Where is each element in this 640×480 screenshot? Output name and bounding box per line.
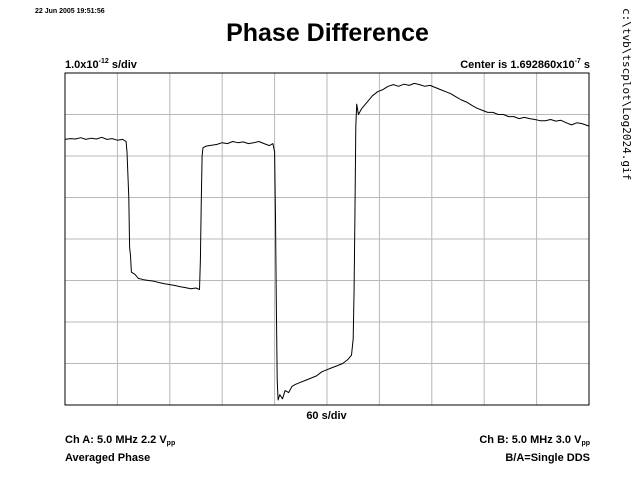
y-scale-label: 1.0x10-12 s/div bbox=[65, 58, 137, 71]
channel-a-line: Ch A: 5.0 MHz 2.2 Vpp bbox=[65, 433, 175, 451]
phase-series-line bbox=[64, 82, 590, 401]
channel-a-info: Ch A: 5.0 MHz 2.2 Vpp Averaged Phase bbox=[65, 433, 175, 465]
center-prefix: Center is 1.692860x10 bbox=[460, 59, 575, 71]
timestamp: 22 Jun 2005 19:51:56 bbox=[35, 8, 105, 15]
averaged-phase-label: Averaged Phase bbox=[65, 452, 151, 464]
chart-title: Phase Difference bbox=[226, 19, 429, 47]
ratio-label: B/A=Single DDS bbox=[505, 452, 590, 464]
channel-b-info: Ch B: 5.0 MHz 3.0 Vpp B/A=Single DDS bbox=[479, 433, 590, 465]
channel-a-sub: pp bbox=[166, 440, 176, 447]
y-scale-exponent: -12 bbox=[98, 58, 109, 65]
file-path: c:\tvb\tscplot\Log2024.gif bbox=[620, 8, 633, 181]
y-scale-mantissa: 1.0x10 bbox=[65, 59, 99, 71]
center-exponent: -7 bbox=[574, 58, 581, 65]
channel-b-line: Ch B: 5.0 MHz 3.0 Vpp bbox=[479, 433, 590, 451]
y-scale-unit: s/div bbox=[108, 59, 137, 71]
x-scale-label: 60 s/div bbox=[306, 410, 347, 422]
plot-frame bbox=[64, 72, 590, 406]
channel-b-sub: pp bbox=[581, 440, 590, 447]
center-unit: s bbox=[580, 59, 590, 71]
channel-b-text: Ch B: 5.0 MHz 3.0 V bbox=[479, 434, 582, 446]
center-label: Center is 1.692860x10-7 s bbox=[460, 58, 590, 71]
channel-a-text: Ch A: 5.0 MHz 2.2 V bbox=[65, 434, 167, 446]
